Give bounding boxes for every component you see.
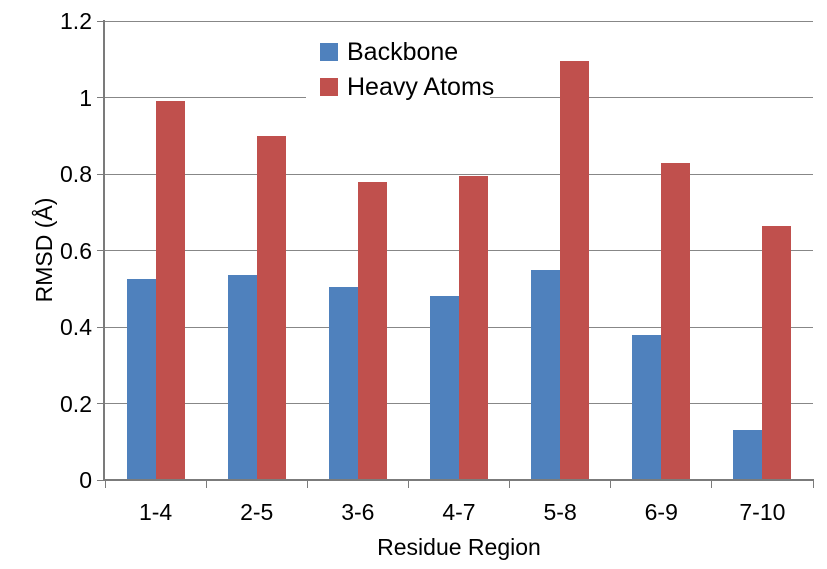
bar-backbone-3-6 [328,286,358,480]
bar-backbone-2-5 [227,275,257,480]
bar-backbone-4-7 [430,296,459,480]
bar-heavy-atoms-3-6 [357,181,387,480]
x-tick-label-3-6: 3-6 [341,499,375,525]
y-tick-0.2 [97,403,105,404]
y-tick-0.8 [97,173,105,175]
bar-heavy-atoms-7-10 [762,225,792,480]
gridline-y-1.2 [105,20,813,22]
x-tick-label-6-9: 6-9 [644,499,678,525]
x-tick-6 [711,480,713,488]
x-tick-label-4-7: 4-7 [442,499,476,525]
x-tick-5 [610,480,612,488]
x-tick-label-5-8: 5-8 [543,499,577,525]
bar-backbone-5-8 [531,269,561,480]
bar-backbone-7-10 [733,430,763,480]
x-tick-2 [306,480,308,488]
y-tick-label-1.2: 1.2 [60,8,92,34]
x-axis-title: Residue Region [377,534,541,560]
x-tick-label-1-4: 1-4 [138,499,173,525]
bar-heavy-atoms-5-8 [560,61,590,480]
legend-label-heavy-atoms: Heavy Atoms [347,73,495,101]
bar-backbone-6-9 [632,334,662,480]
x-tick-4 [509,480,511,488]
bar-heavy-atoms-2-5 [256,135,286,480]
x-tick-label-2-5: 2-5 [240,499,274,525]
x-tick-0 [104,480,106,488]
y-tick-1.2 [97,20,105,22]
legend-label-backbone: Backbone [347,38,459,66]
bar-backbone-1-4 [126,279,156,480]
x-tick-1 [205,480,207,488]
y-tick-label-0.2: 0.2 [60,390,92,417]
y-tick-0.4 [97,326,105,328]
gridline-y-0.8 [105,173,813,175]
x-tick-3 [407,480,409,488]
bar-heavy-atoms-4-7 [459,175,488,480]
bar-heavy-atoms-6-9 [661,162,691,480]
y-tick-1 [97,97,105,98]
y-tick-label-0.4: 0.4 [60,314,92,340]
y-tick-0.6 [97,250,105,251]
x-tick-label-7-10: 7-10 [739,499,786,525]
y-tick-label-1: 1 [79,84,92,111]
y-tick-label-0.8: 0.8 [60,161,92,187]
y-tick-label-0: 0 [79,467,92,493]
y-tick-label-0.6: 0.6 [60,237,92,264]
legend-item-heavy-atoms: Heavy Atoms [320,72,494,102]
bar-heavy-atoms-1-4 [155,101,185,480]
y-tick-0 [97,479,105,481]
x-tick-7 [812,480,814,488]
legend-item-backbone: Backbone [320,37,490,67]
x-axis-line [104,479,814,481]
legend: Backbone Heavy Atoms [306,30,494,102]
legend-swatch-heavy-atoms [320,78,338,96]
legend-swatch-backbone [320,43,338,61]
